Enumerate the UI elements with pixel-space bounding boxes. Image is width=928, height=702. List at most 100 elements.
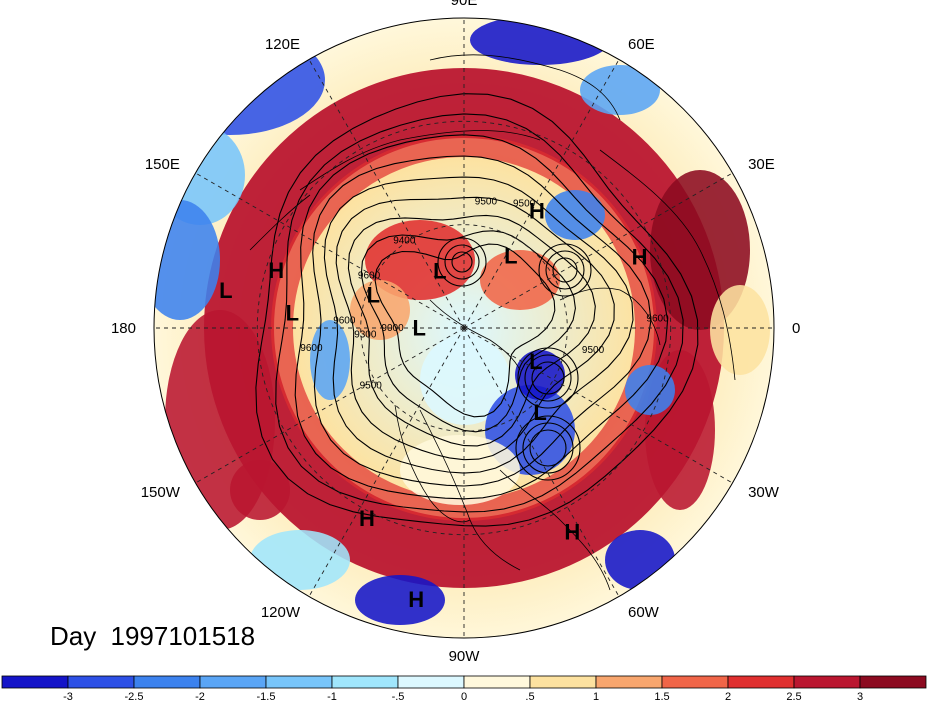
colorbar-swatch	[67, 675, 135, 689]
colorbar-swatch	[133, 675, 201, 689]
low-contour	[545, 250, 585, 290]
low-pressure-marker: L	[412, 316, 425, 341]
day-label: Day 1997101518	[50, 621, 255, 651]
colorbar: -3 -2.5 -2 -1.5 -1 -.5 0 .5 1 1.5 2 2.5 3	[1, 675, 927, 702]
meridian-line	[463, 327, 620, 597]
colorbar-tick-label: -.5	[392, 691, 405, 702]
longitude-labels: 90E 60E 30E 0 30W 60W 90W 120W 150W 180 150E 120E	[111, 0, 800, 665]
low-contour	[538, 243, 592, 297]
height-contour	[374, 243, 556, 418]
colorbar-swatch	[397, 675, 465, 689]
anomaly-patch	[355, 575, 445, 625]
low-contour	[517, 347, 579, 409]
graticule	[154, 18, 774, 638]
lon-90w-label: 90W	[449, 648, 481, 665]
contour-label: 9500	[360, 380, 383, 391]
high-pressure-marker: H	[564, 519, 580, 544]
colorbar-tick-label: 1	[593, 691, 599, 702]
meridian-line	[195, 172, 465, 329]
coastline	[429, 299, 521, 371]
day-value: 1997101518	[110, 621, 255, 651]
meridian-line	[463, 327, 733, 484]
contour-label: 9000	[381, 323, 404, 334]
colorbar-swatch	[265, 675, 333, 689]
contour-label: 9600	[333, 315, 356, 326]
low-pressure-marker: L	[219, 278, 232, 303]
height-contour	[312, 155, 652, 487]
anomaly-patch	[625, 365, 675, 415]
anomaly-patch	[154, 200, 220, 320]
meridian-line	[308, 59, 465, 329]
colorbar-swatch	[661, 675, 729, 689]
lon-0-label: 0	[792, 320, 800, 337]
contour-label: 9500	[513, 199, 536, 210]
colorbar-tick-label: 2	[725, 691, 731, 702]
anomaly-patch	[710, 285, 770, 375]
low-pressure-marker: L	[533, 400, 546, 425]
low-pressure-marker: L	[433, 258, 446, 283]
colorbar-tick-label: -1	[327, 691, 337, 702]
lon-150w-label: 150W	[141, 484, 181, 501]
colorbar-tick-label: 1.5	[654, 691, 669, 702]
low-contour	[531, 361, 565, 395]
anomaly-patch	[230, 460, 290, 520]
coastline	[394, 404, 471, 523]
coastline	[499, 469, 611, 591]
low-contour	[444, 244, 480, 280]
day-prefix: Day	[50, 621, 96, 651]
contour-label: 9400	[393, 236, 416, 247]
colorbar-swatch	[463, 675, 531, 689]
high-pressure-marker: H	[408, 587, 424, 612]
contour-label: 9500	[582, 345, 605, 356]
anomaly-patch	[250, 530, 350, 590]
low-contour	[437, 237, 487, 287]
contour-label: 9500	[475, 197, 498, 208]
lon-180-label: 180	[111, 320, 136, 337]
parallel-line	[360, 224, 568, 432]
colorbar-swatch	[595, 675, 663, 689]
lon-120w-label: 120W	[261, 604, 301, 621]
meridian-line	[195, 327, 465, 484]
colorbar-swatch	[793, 675, 861, 689]
low-contour	[451, 251, 473, 273]
colorbar-tick-label: -3	[63, 691, 73, 702]
low-contour	[522, 422, 574, 474]
colorbar-tick-label: -1.5	[257, 691, 276, 702]
low-pressure-marker: L	[286, 301, 299, 326]
height-contour	[323, 176, 634, 474]
map-border	[153, 17, 775, 639]
colorbar-tick-label: .5	[525, 691, 534, 702]
lon-30e-label: 30E	[748, 156, 775, 173]
low-contour	[552, 257, 578, 283]
parallel-line	[256, 120, 672, 536]
lon-150e-label: 150E	[145, 156, 180, 173]
colorbar-tick-label: -2.5	[125, 691, 144, 702]
meridian-line	[463, 59, 620, 329]
contour-label: 9600	[358, 271, 381, 282]
colorbar-swatch	[1, 675, 69, 689]
colorbar-swatch	[859, 675, 927, 689]
low-contour	[524, 354, 572, 402]
colorbar-tick-label: -2	[195, 691, 205, 702]
colorbar-swatch	[199, 675, 267, 689]
lon-90e-label: 90E	[451, 0, 478, 9]
contour-labels: 9500 9500 9400 9600 9600 9500 9300 9000 9600 9500…	[300, 197, 669, 392]
high-pressure-marker: H	[632, 245, 648, 270]
contour-label: 9600	[300, 343, 323, 354]
anomaly-patch	[605, 530, 675, 590]
low-contour	[529, 429, 567, 467]
colorbar-swatch	[529, 675, 597, 689]
low-contour	[515, 415, 581, 481]
height-contour	[360, 230, 576, 433]
coastline	[419, 409, 521, 571]
colorbar-tick-label: 3	[857, 691, 863, 702]
height-contour	[294, 134, 669, 500]
anomaly-patch	[420, 335, 510, 425]
colorbar-tick-label: 2.5	[786, 691, 801, 702]
lon-60e-label: 60E	[628, 36, 655, 53]
height-contours	[255, 93, 699, 527]
colorbar-tick-label: 0	[461, 691, 467, 702]
anomaly-patch	[545, 190, 605, 240]
